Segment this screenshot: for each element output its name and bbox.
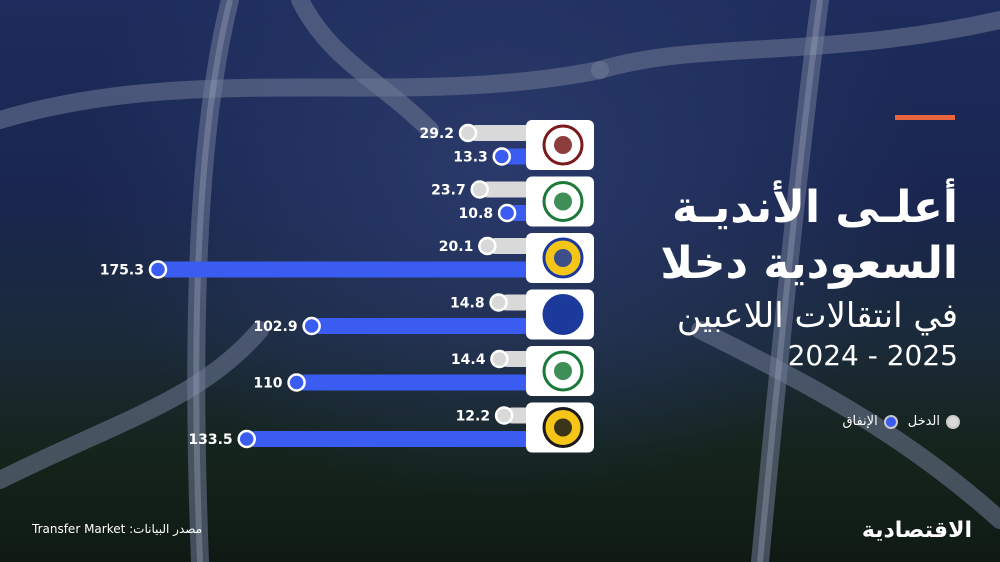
income-dot-icon [946,414,960,429]
title-years: 2024 - 2025 [787,339,958,372]
income-bar [487,238,536,254]
income-bar [479,181,536,198]
income-bar-cap [470,180,489,199]
title-line-2: السعودية دخلا [660,238,958,289]
income-bar-cap [478,236,497,256]
hilal-logo-emblem [554,305,572,324]
spending-value-label: 133.5 [188,432,232,448]
spending-value-label: 110 [253,376,282,392]
spending-bar-cap [237,429,256,449]
spending-value-label: 10.8 [459,206,494,222]
spending-bar-cap [148,260,168,279]
brand-logo: الاقتصادية [861,518,972,543]
ettifaq-logo-emblem [554,192,572,211]
spending-bar [296,374,536,391]
spending-bar [246,431,536,447]
spending-dot-icon [883,414,898,429]
income-bar [468,125,536,141]
income-bar-cap [490,349,509,369]
income-value-label: 12.2 [456,409,491,425]
spending-bar-cap [302,316,321,336]
legend-item-spending: الإنفاق [842,414,898,429]
spending-bar-cap [492,147,512,166]
ahli-logo-emblem [554,362,572,380]
spending-bar-cap [287,373,306,392]
spending-bar [311,318,536,334]
legend-spending-label: الإنفاق [842,414,878,429]
title-line-1: أعلـى الأنديـة [672,182,958,233]
income-value-label: 14.8 [450,296,485,312]
spending-value-label: 13.3 [453,150,488,166]
legend: الدخل الإنفاق [842,414,960,429]
income-value-label: 29.2 [419,126,454,142]
accent-line [895,115,955,120]
legend-item-income: الدخل [908,414,960,429]
income-value-label: 14.4 [451,352,486,368]
income-bar-cap [494,406,514,425]
spending-bar [158,261,536,278]
title-line-3: في انتقالات اللاعبين [676,296,958,336]
source-note: مصدر البيانات: Transfer Market [32,522,203,536]
shabab-logo-emblem [554,136,572,154]
income-bar-cap [458,123,478,143]
nassr-logo-emblem [554,249,572,267]
ittihad-logo-emblem [554,418,572,437]
spending-bar-cap [497,203,517,223]
spending-value-label: 175.3 [100,263,144,279]
income-value-label: 23.7 [431,183,466,199]
chart-title: أعلـى الأنديـة السعودية دخلا في انتقالات… [598,180,958,374]
income-value-label: 20.1 [439,239,474,255]
income-bar-cap [489,293,508,312]
spending-value-label: 102.9 [253,319,297,335]
legend-income-label: الدخل [907,414,940,429]
